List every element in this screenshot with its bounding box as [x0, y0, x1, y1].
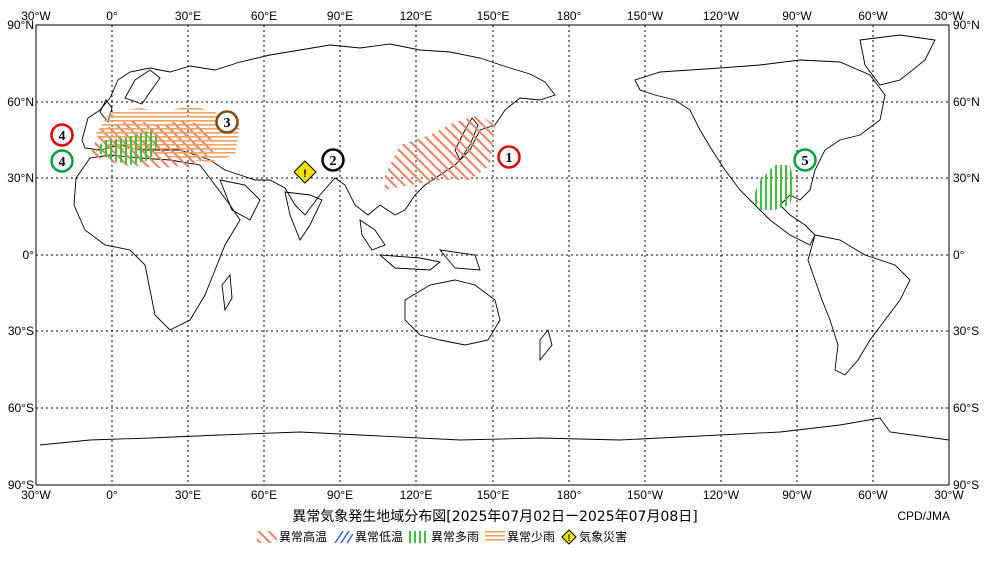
lon-label: 30°E	[175, 488, 201, 502]
marker-label: 4	[59, 155, 66, 170]
lat-label: 30°S	[8, 324, 34, 338]
lat-label: 0°	[23, 248, 35, 262]
lon-label: 150°W	[627, 488, 664, 502]
lon-label: 30°W	[934, 9, 964, 23]
lon-label: 90°W	[782, 9, 812, 23]
lon-label: 60°E	[251, 9, 277, 23]
lon-label: 60°W	[858, 488, 888, 502]
lon-labels-bottom: 30°W 0° 30°E 60°E 90°E 120°E 150°E 180° …	[21, 488, 964, 502]
lon-label: 120°E	[400, 9, 433, 23]
legend-label: 異常少雨	[507, 530, 556, 544]
lon-label: 180°	[557, 9, 582, 23]
lon-label: 120°E	[400, 488, 433, 502]
dry-swatch-icon	[485, 530, 506, 543]
marker-label: 5	[802, 154, 809, 169]
lon-label: 60°E	[251, 488, 277, 502]
lat-label: 60°S	[953, 401, 979, 415]
marker-2: 2	[321, 148, 345, 172]
lon-label: 150°E	[477, 488, 510, 502]
warm-region-east-asia	[385, 115, 495, 190]
lon-label: 30°W	[21, 488, 51, 502]
anomaly-regions	[90, 105, 795, 210]
lat-label: 90°S	[953, 478, 979, 492]
credit-label: CPD/JMA	[897, 509, 950, 523]
legend-label: 異常低温	[355, 530, 404, 544]
lon-label: 60°W	[858, 9, 888, 23]
lat-label: 90°S	[8, 478, 34, 492]
map-title: 異常気象発生地域分布図[2025年07月02日ー2025年07月08日]	[292, 509, 698, 525]
wet-region-north-america	[752, 165, 795, 210]
lon-label: 30°W	[934, 488, 964, 502]
lon-labels-top: 30°W 0° 30°E 60°E 90°E 120°E 150°E 180° …	[21, 9, 964, 23]
cold-swatch-icon	[334, 530, 354, 543]
svg-text:!: !	[303, 168, 307, 180]
legend-item-warm: 異常高温	[257, 528, 327, 545]
world-map: 30°W 0° 30°E 60°E 90°E 120°E 150°E 180° …	[7, 9, 980, 502]
marker-label: 1	[506, 151, 513, 166]
lat-label: 90°N	[953, 18, 980, 32]
marker-label: 3	[224, 116, 231, 131]
lat-label: 30°S	[953, 324, 979, 338]
lon-label: 30°W	[21, 9, 51, 23]
lon-label: 180°	[557, 488, 582, 502]
lat-labels-right: 90°N 60°N 30°N 0° 30°S 60°S 90°S	[953, 18, 980, 492]
legend-item-wet: 異常多雨	[409, 528, 479, 545]
lat-label: 60°S	[8, 401, 34, 415]
lat-label: 30°N	[7, 171, 34, 185]
lon-label: 120°W	[703, 9, 740, 23]
marker-5: 5	[793, 148, 817, 172]
marker-1: 1	[497, 145, 521, 169]
lon-label: 150°E	[477, 9, 510, 23]
lon-label: 90°E	[327, 488, 353, 502]
lat-labels-left: 90°N 60°N 30°N 0° 30°S 60°S 90°S	[7, 18, 34, 492]
lon-label: 0°	[106, 488, 118, 502]
legend-label: 気象災害	[579, 530, 628, 544]
legend-item-dry: 異常少雨	[485, 528, 555, 545]
exclamation-diamond-icon: !	[561, 528, 577, 545]
svg-text:!: !	[568, 533, 571, 543]
lat-label: 60°N	[953, 95, 980, 109]
legend-item-cold: 異常低温	[333, 528, 403, 545]
wet-region-europe	[95, 130, 160, 165]
warm-swatch-icon	[257, 530, 277, 543]
legend: 異常高温 異常低温 異常多雨 異常少雨 ! 気象災害	[257, 528, 627, 545]
legend-label: 異常高温	[279, 530, 328, 544]
lat-label: 0°	[953, 248, 965, 262]
legend-item-disaster: ! 気象災害	[561, 528, 627, 545]
lon-label: 30°E	[175, 9, 201, 23]
lon-label: 120°W	[703, 488, 740, 502]
marker-3: 3	[215, 110, 239, 134]
lon-label: 150°W	[627, 9, 664, 23]
lat-label: 90°N	[7, 18, 34, 32]
exclamation-diamond-icon: !	[293, 160, 317, 184]
marker-label: 4	[59, 129, 66, 144]
lon-label: 0°	[106, 9, 118, 23]
legend-label: 異常多雨	[431, 530, 480, 544]
lon-label: 90°E	[327, 9, 353, 23]
marker-4-warm: 4	[50, 123, 74, 147]
wet-swatch-icon	[409, 530, 430, 543]
lat-label: 60°N	[7, 95, 34, 109]
marker-label: 2	[330, 154, 337, 169]
lon-label: 90°W	[782, 488, 812, 502]
marker-4-wet: 4	[50, 149, 74, 173]
graticule	[36, 25, 949, 485]
lat-label: 30°N	[953, 171, 980, 185]
